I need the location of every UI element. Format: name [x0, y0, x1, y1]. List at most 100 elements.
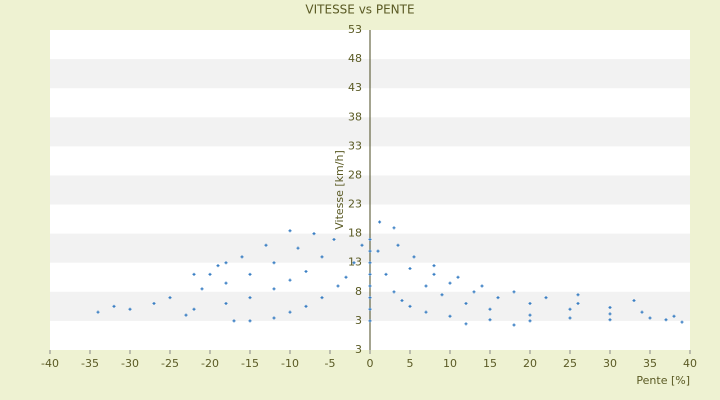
- x-tick-label: 10: [443, 357, 457, 370]
- x-tick-label: -15: [241, 357, 259, 370]
- chart-title: VITESSE vs PENTE: [305, 3, 414, 17]
- point: [640, 310, 644, 314]
- point: [128, 307, 132, 311]
- point: [568, 316, 572, 320]
- point: [424, 284, 428, 288]
- y-tick-label: 3: [355, 314, 362, 327]
- point: [576, 301, 580, 305]
- point: [368, 261, 372, 265]
- point: [412, 255, 416, 259]
- point: [632, 299, 636, 303]
- point: [544, 296, 548, 300]
- x-tick-label: 0: [367, 357, 374, 370]
- point: [424, 310, 428, 314]
- point: [288, 229, 292, 233]
- point: [528, 301, 532, 305]
- point: [352, 261, 356, 265]
- point: [480, 284, 484, 288]
- x-axis-label: Pente [%]: [636, 374, 690, 387]
- point: [224, 301, 228, 305]
- point: [448, 281, 452, 285]
- point: [288, 310, 292, 314]
- point: [248, 296, 252, 300]
- point: [332, 237, 336, 241]
- point: [456, 275, 460, 279]
- y-tick-label: 43: [348, 81, 362, 94]
- point: [112, 304, 116, 308]
- y-tick-label: 28: [348, 168, 362, 181]
- x-tick-label: -25: [161, 357, 179, 370]
- point: [392, 226, 396, 230]
- x-tick-label: -35: [81, 357, 99, 370]
- point: [408, 304, 412, 308]
- x-tick-label: 5: [407, 357, 414, 370]
- point: [216, 264, 220, 268]
- y-tick-label: 18: [348, 227, 362, 240]
- point: [224, 281, 228, 285]
- x-tick-label: -5: [325, 357, 336, 370]
- y-tick-label: 48: [348, 52, 362, 65]
- point: [396, 243, 400, 247]
- y-tick-label: 8: [355, 285, 362, 298]
- point: [344, 275, 348, 279]
- point: [448, 314, 452, 318]
- point: [392, 290, 396, 294]
- point: [272, 261, 276, 265]
- x-tick-label: 15: [483, 357, 497, 370]
- point: [288, 278, 292, 282]
- point: [464, 322, 468, 326]
- x-tick-label: -40: [41, 357, 59, 370]
- point: [432, 264, 436, 268]
- point: [208, 272, 212, 276]
- y-tick-label: 38: [348, 110, 362, 123]
- y-tick-label: 3: [355, 343, 362, 356]
- point: [672, 314, 676, 318]
- y-axis-label: Vitesse [km/h]: [333, 150, 346, 230]
- x-tick-label: 35: [643, 357, 657, 370]
- point: [368, 249, 372, 253]
- point: [272, 316, 276, 320]
- point: [408, 267, 412, 271]
- x-tick-label: 20: [523, 357, 537, 370]
- point: [312, 232, 316, 236]
- point: [400, 299, 404, 303]
- point: [368, 284, 372, 288]
- x-tick-label: 30: [603, 357, 617, 370]
- point: [384, 272, 388, 276]
- x-tick-label: -20: [201, 357, 219, 370]
- point: [368, 296, 372, 300]
- point: [320, 296, 324, 300]
- point: [464, 301, 468, 305]
- x-tick-label: 25: [563, 357, 577, 370]
- point: [240, 255, 244, 259]
- point: [192, 307, 196, 311]
- point: [568, 307, 572, 311]
- point: [608, 318, 612, 322]
- y-tick-label: 23: [348, 198, 362, 211]
- point: [248, 319, 252, 323]
- point: [576, 293, 580, 297]
- point: [168, 296, 172, 300]
- point: [192, 272, 196, 276]
- point: [368, 237, 372, 241]
- point: [488, 318, 492, 322]
- point: [496, 296, 500, 300]
- point: [368, 272, 372, 276]
- point: [528, 319, 532, 323]
- point: [512, 323, 516, 327]
- point: [664, 318, 668, 322]
- point: [528, 313, 532, 317]
- x-tick-label: 40: [683, 357, 697, 370]
- point: [472, 290, 476, 294]
- point: [608, 306, 612, 310]
- point: [248, 272, 252, 276]
- point: [320, 255, 324, 259]
- point: [200, 287, 204, 291]
- point: [272, 287, 276, 291]
- point: [608, 312, 612, 316]
- point: [376, 249, 380, 253]
- x-tick-label: -30: [121, 357, 139, 370]
- y-tick-label: 33: [348, 139, 362, 152]
- point: [232, 319, 236, 323]
